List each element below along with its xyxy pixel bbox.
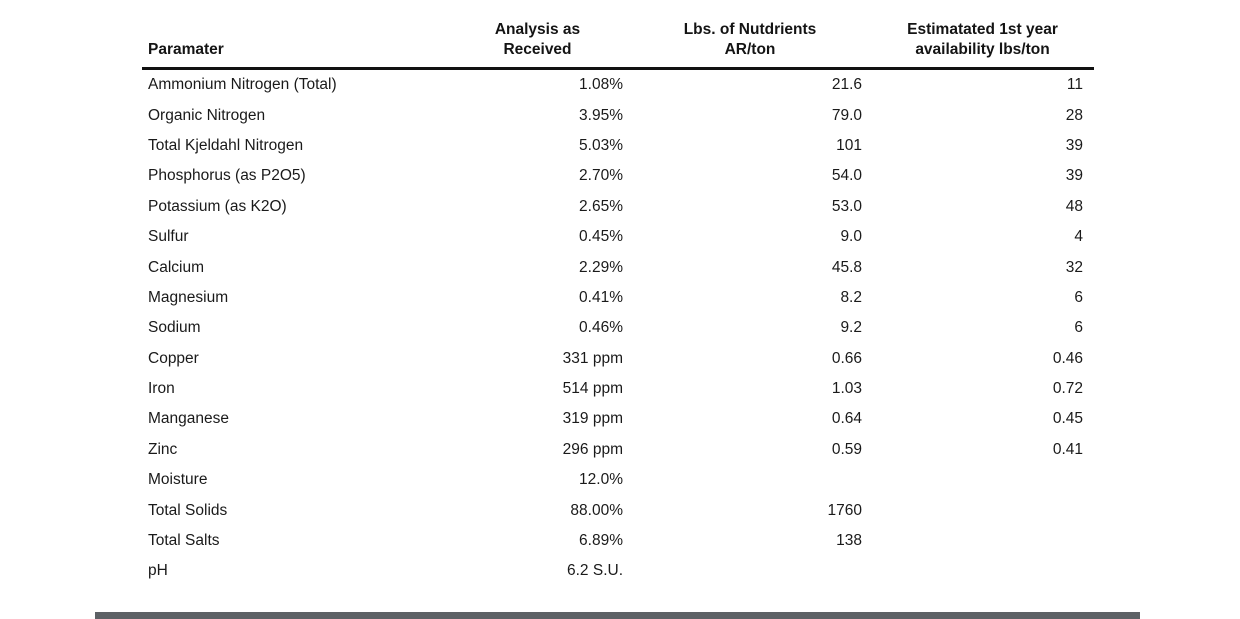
table-row: Manganese 319 ppm 0.64 0.45 (142, 404, 1094, 434)
cell-avail: 0.72 (1052, 380, 1083, 398)
cell-analysis: 2.70% (579, 167, 623, 185)
cell-analysis: 0.41% (579, 288, 623, 306)
cell-parameter: pH (148, 562, 168, 580)
table-row: Total Solids 88.00% 1760 (142, 495, 1094, 525)
cell-avail: 28 (1065, 106, 1083, 124)
cell-parameter: Total Solids (148, 501, 228, 519)
cell-avail: 39 (1065, 136, 1083, 154)
table-row: Sulfur 0.45% 9.0 4 (142, 222, 1094, 252)
col-header-parameter: Paramater (148, 41, 224, 58)
cell-analysis: 12.0% (579, 471, 623, 489)
table-row: Organic Nitrogen 3.95% 79.0 28 (142, 100, 1094, 130)
cell-lbs (629, 465, 871, 495)
cell-lbs: 1.03 (831, 380, 862, 398)
cell-analysis: 514 ppm (562, 380, 623, 398)
cell-analysis: 296 ppm (562, 440, 623, 458)
cell-analysis: 2.29% (579, 258, 623, 276)
cell-avail: 0.46 (1052, 349, 1083, 367)
cell-parameter: Total Kjeldahl Nitrogen (148, 136, 304, 154)
cell-analysis: 3.95% (579, 106, 623, 124)
cell-lbs: 138 (836, 532, 862, 550)
cell-parameter: Copper (148, 349, 199, 367)
cell-analysis: 88.00% (570, 501, 623, 519)
table-row: Iron 514 ppm 1.03 0.72 (142, 374, 1094, 404)
cell-lbs: 101 (836, 136, 862, 154)
cell-avail (871, 465, 1094, 495)
header-row: Paramater Analysis as Received Lbs. of N… (142, 12, 1094, 69)
table-row: Copper 331 ppm 0.66 0.46 (142, 344, 1094, 374)
cell-avail: 0.45 (1052, 410, 1083, 428)
cell-parameter: Ammonium Nitrogen (Total) (148, 76, 337, 94)
table-row: Sodium 0.46% 9.2 6 (142, 313, 1094, 343)
cell-analysis: 6.2 S.U. (567, 562, 623, 580)
cell-avail (871, 495, 1094, 525)
cell-analysis: 6.89% (579, 532, 623, 550)
nutrient-analysis-table: Paramater Analysis as Received Lbs. of N… (142, 12, 1094, 587)
cell-avail (871, 556, 1094, 586)
table-row: Potassium (as K2O) 2.65% 53.0 48 (142, 192, 1094, 222)
table-row: Moisture 12.0% (142, 465, 1094, 495)
cell-avail (871, 526, 1094, 556)
table-row: Magnesium 0.41% 8.2 6 (142, 283, 1094, 313)
cell-lbs (629, 556, 871, 586)
cell-parameter: Calcium (148, 258, 204, 276)
cell-lbs: 0.59 (831, 440, 862, 458)
table-row: pH 6.2 S.U. (142, 556, 1094, 586)
cell-avail: 0.41 (1052, 440, 1083, 458)
cell-lbs: 53.0 (831, 197, 862, 215)
col-header-analysis: Analysis as Received (494, 21, 581, 58)
cell-analysis: 0.46% (579, 319, 623, 337)
cell-lbs: 1760 (827, 501, 862, 519)
cell-analysis: 331 ppm (562, 349, 623, 367)
cell-parameter: Sodium (148, 319, 201, 337)
cell-avail: 48 (1065, 197, 1083, 215)
cell-avail: 4 (1074, 228, 1083, 246)
cell-analysis: 0.45% (579, 228, 623, 246)
cell-lbs: 0.66 (831, 349, 862, 367)
table-body: Ammonium Nitrogen (Total) 1.08% 21.6 11 Orga… (142, 69, 1094, 587)
cell-parameter: Zinc (148, 440, 178, 458)
cell-analysis: 2.65% (579, 197, 623, 215)
cell-avail: 6 (1074, 288, 1083, 306)
cell-analysis: 5.03% (579, 136, 623, 154)
col-header-first-year: Estimatated 1st year availability lbs/to… (907, 21, 1058, 58)
cell-lbs: 8.2 (840, 288, 862, 306)
horizontal-scrollbar[interactable] (95, 612, 1140, 619)
col-header-lbs-ar-ton: Lbs. of Nutdrients AR/ton (683, 21, 817, 58)
cell-avail: 39 (1065, 167, 1083, 185)
table-row: Ammonium Nitrogen (Total) 1.08% 21.6 11 (142, 69, 1094, 101)
cell-lbs: 45.8 (831, 258, 862, 276)
cell-lbs: 9.2 (840, 319, 862, 337)
table-row: Total Kjeldahl Nitrogen 5.03% 101 39 (142, 131, 1094, 161)
table-row: Phosphorus (as P2O5) 2.70% 54.0 39 (142, 161, 1094, 191)
cell-parameter: Sulfur (148, 228, 189, 246)
cell-parameter: Manganese (148, 410, 230, 428)
cell-avail: 11 (1066, 76, 1083, 94)
table-row: Total Salts 6.89% 138 (142, 526, 1094, 556)
cell-parameter: Magnesium (148, 288, 229, 306)
cell-parameter: Phosphorus (as P2O5) (148, 167, 306, 185)
table-row: Calcium 2.29% 45.8 32 (142, 252, 1094, 282)
cell-avail: 32 (1065, 258, 1083, 276)
cell-parameter: Potassium (as K2O) (148, 197, 287, 215)
cell-lbs: 21.6 (831, 76, 862, 94)
cell-lbs: 54.0 (831, 167, 862, 185)
cell-lbs: 9.0 (840, 228, 862, 246)
cell-parameter: Iron (148, 380, 175, 398)
table-row: Zinc 296 ppm 0.59 0.41 (142, 435, 1094, 465)
cell-analysis: 319 ppm (562, 410, 623, 428)
cell-analysis: 1.08% (579, 76, 623, 94)
cell-avail: 6 (1074, 319, 1083, 337)
cell-parameter: Moisture (148, 471, 208, 489)
cell-lbs: 0.64 (831, 410, 862, 428)
cell-parameter: Organic Nitrogen (148, 106, 266, 124)
cell-parameter: Total Salts (148, 532, 220, 550)
cell-lbs: 79.0 (831, 106, 862, 124)
